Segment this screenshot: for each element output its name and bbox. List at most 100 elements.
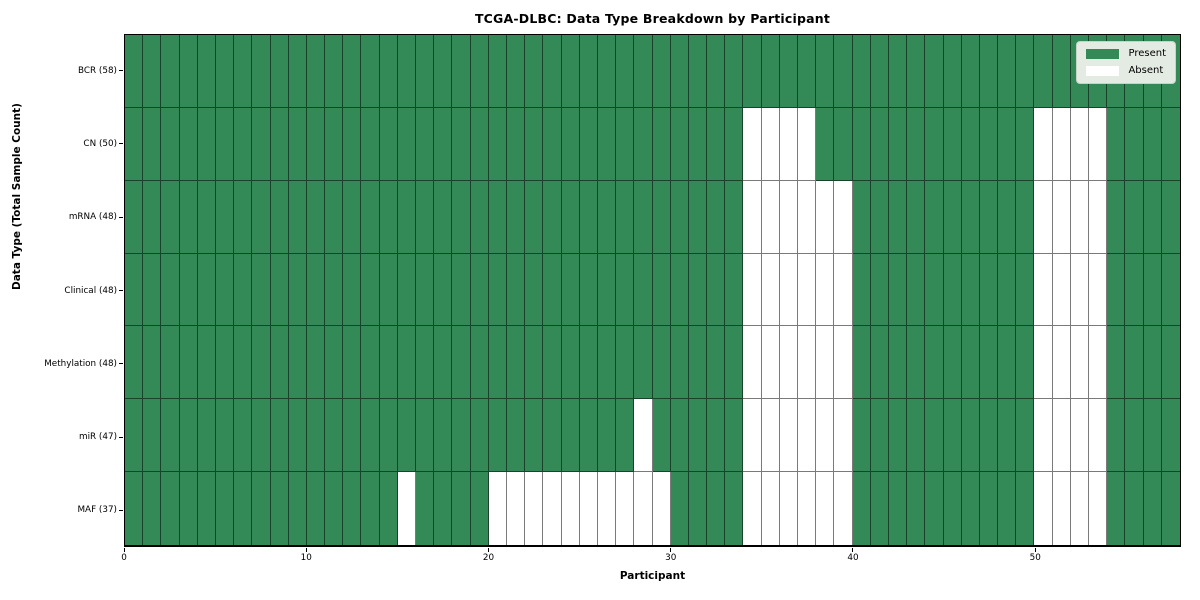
heatmap-cell [1143, 326, 1162, 400]
heatmap-cell [361, 180, 380, 254]
heatmap-cell [761, 326, 780, 400]
heatmap-cell [470, 253, 489, 327]
heatmap-cell [252, 399, 271, 473]
heatmap-cell [525, 253, 544, 327]
heatmap-cell [925, 399, 944, 473]
x-tick-label: 30 [665, 553, 677, 563]
heatmap-cell [1016, 180, 1035, 254]
heatmap-cell [1107, 107, 1126, 181]
heatmap-cell [798, 253, 817, 327]
heatmap-cell [761, 35, 780, 108]
heatmap-cell [1089, 326, 1108, 400]
heatmap-cell [925, 472, 944, 545]
heatmap-cell [543, 35, 562, 108]
heatmap-cell [779, 180, 799, 254]
heatmap-cell [270, 326, 289, 400]
heatmap-cell [834, 107, 853, 181]
heatmap-cell [561, 180, 580, 254]
heatmap-cell [361, 107, 380, 181]
heatmap-cell [1016, 399, 1035, 473]
y-tick-label: Methylation (48) [44, 358, 117, 369]
heatmap-cell [670, 399, 689, 473]
heatmap-cell [888, 107, 908, 181]
heatmap-cell [852, 472, 871, 545]
heatmap-cell [343, 326, 362, 400]
heatmap-cell [943, 35, 962, 108]
heatmap-cell [1161, 326, 1180, 400]
y-tick-mark [119, 509, 123, 511]
heatmap-cell [416, 107, 435, 181]
heatmap-cell [379, 35, 398, 108]
heatmap-cell [907, 253, 926, 327]
heatmap-cell [834, 35, 853, 108]
heatmap-cell [707, 472, 726, 545]
heatmap-cell [434, 472, 453, 545]
heatmap-cell [252, 35, 271, 108]
heatmap-cell [761, 399, 780, 473]
heatmap-cell [143, 399, 162, 473]
heatmap-cell [870, 35, 889, 108]
heatmap-cell [998, 472, 1017, 545]
heatmap-cell [652, 253, 671, 327]
heatmap-cell [506, 326, 526, 400]
heatmap-cell [270, 35, 289, 108]
heatmap-cell [452, 253, 471, 327]
heatmap-cell [397, 326, 417, 400]
heatmap-cell [306, 107, 326, 181]
heatmap-cell [197, 399, 216, 473]
heatmap-cell [325, 399, 344, 473]
heatmap-cell [616, 253, 635, 327]
x-tick-mark [1034, 548, 1036, 552]
heatmap-cell [452, 35, 471, 108]
heatmap-cell [1052, 35, 1071, 108]
heatmap-cell [161, 180, 180, 254]
heatmap-cell [597, 107, 617, 181]
heatmap-cell [1034, 472, 1053, 545]
heatmap-cell [270, 399, 289, 473]
heatmap-cell [1034, 399, 1053, 473]
heatmap-cell [506, 399, 526, 473]
heatmap-cell [543, 253, 562, 327]
heatmap-cell [634, 180, 653, 254]
heatmap-cell [998, 326, 1017, 400]
heatmap-cell [270, 180, 289, 254]
heatmap-cell [125, 253, 144, 327]
heatmap-cell [870, 107, 889, 181]
heatmap-cell [1089, 107, 1108, 181]
heatmap-cell [579, 107, 598, 181]
y-tick-label: CN (50) [83, 138, 117, 149]
heatmap-cell [852, 180, 871, 254]
heatmap-cell [707, 253, 726, 327]
heatmap-cell [234, 180, 253, 254]
heatmap-cell [870, 180, 889, 254]
heatmap-cell [270, 253, 289, 327]
heatmap-cell [1107, 253, 1126, 327]
heatmap-cell [325, 35, 344, 108]
heatmap-cell [252, 326, 271, 400]
heatmap-cell [925, 107, 944, 181]
heatmap-cell [197, 326, 216, 400]
heatmap-cell [743, 253, 762, 327]
heatmap-cell [215, 253, 235, 327]
heatmap-cell [725, 107, 744, 181]
heatmap-cell [979, 399, 999, 473]
heatmap-cell [852, 35, 871, 108]
heatmap-cell [416, 472, 435, 545]
y-tick-label: BCR (58) [78, 65, 117, 76]
heatmap-cell [325, 107, 344, 181]
heatmap-cell [561, 399, 580, 473]
heatmap-cell [416, 399, 435, 473]
heatmap-cell [143, 35, 162, 108]
heatmap-cell [670, 326, 689, 400]
heatmap-cell [470, 326, 489, 400]
heatmap-cell [270, 107, 289, 181]
heatmap-cell [634, 35, 653, 108]
heatmap-cell [870, 326, 889, 400]
heatmap-cell [779, 253, 799, 327]
x-tick-label: 0 [121, 553, 127, 563]
heatmap-cell [416, 326, 435, 400]
heatmap-cell [907, 472, 926, 545]
heatmap-cell [779, 399, 799, 473]
heatmap-cell [652, 107, 671, 181]
heatmap-cell [288, 35, 307, 108]
